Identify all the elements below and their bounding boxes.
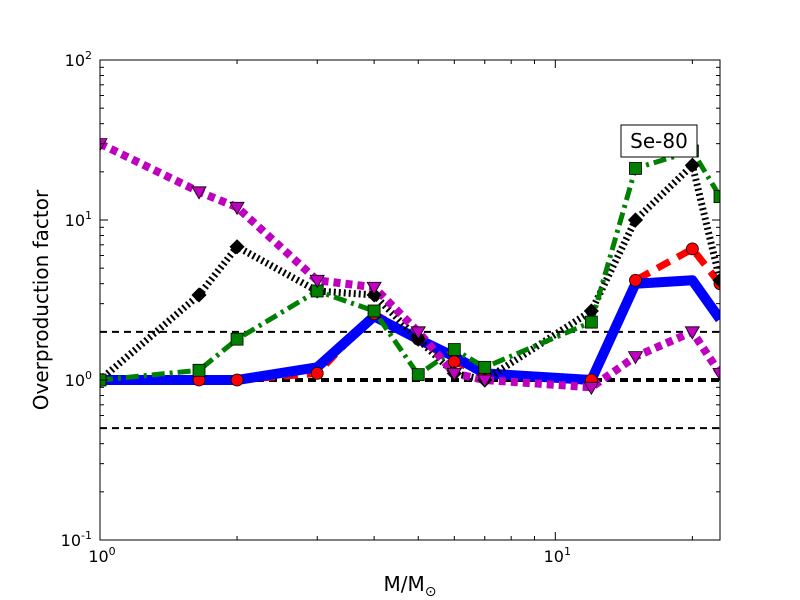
series-2-marker	[229, 239, 245, 255]
series-4-marker	[712, 367, 720, 382]
annotation-box: Se-80	[620, 124, 698, 158]
plot-frame	[99, 59, 721, 541]
series-4-marker	[583, 381, 600, 396]
series-4-marker	[684, 326, 701, 340]
x-axis-label-main: M/M	[384, 572, 425, 596]
series-4-marker	[446, 367, 462, 382]
series-4-marker	[366, 281, 382, 296]
series-4-marker	[229, 201, 245, 216]
series-2-marker	[684, 157, 700, 173]
y-tick-label: 100	[65, 369, 92, 390]
plot-background	[100, 60, 720, 540]
series-0-marker	[629, 273, 642, 287]
series-4-marker	[627, 351, 644, 365]
x-axis-label-sub: ⊙	[425, 584, 437, 600]
series-3-marker	[230, 332, 244, 346]
series-3-marker	[447, 343, 461, 356]
series-4-marker	[477, 374, 493, 388]
series-4-marker	[309, 274, 325, 289]
series-3-marker	[192, 363, 206, 377]
series-3-marker	[629, 162, 642, 175]
y-tick-label: 101	[65, 209, 92, 230]
series-0-marker	[685, 242, 699, 256]
x-tick-label: 100	[88, 545, 115, 566]
series-2-marker	[627, 212, 644, 228]
series-4-marker	[410, 326, 426, 340]
axis-ticks	[99, 59, 720, 541]
series-markers	[100, 138, 720, 396]
series-line-4	[100, 140, 720, 392]
y-axis-label: Overproduction factor	[29, 189, 53, 410]
series-4-marker	[100, 138, 108, 152]
annotation-label: Se-80	[630, 129, 688, 153]
y-tick-label: 10-1	[61, 529, 92, 550]
series-3-marker	[584, 315, 598, 329]
y-tick-label: 102	[65, 49, 92, 70]
series-2-marker	[191, 287, 207, 303]
series-0-marker	[310, 366, 324, 380]
series-3-marker	[367, 304, 381, 318]
x-axis-label: M/M⊙	[384, 572, 437, 600]
series-3-marker	[713, 190, 720, 204]
series-line-2	[100, 161, 720, 384]
series-0-marker	[230, 373, 244, 387]
series-3-marker	[478, 360, 492, 374]
series-4-marker	[191, 186, 207, 200]
x-tick-label: 101	[544, 545, 571, 566]
series-3-marker	[411, 368, 425, 382]
